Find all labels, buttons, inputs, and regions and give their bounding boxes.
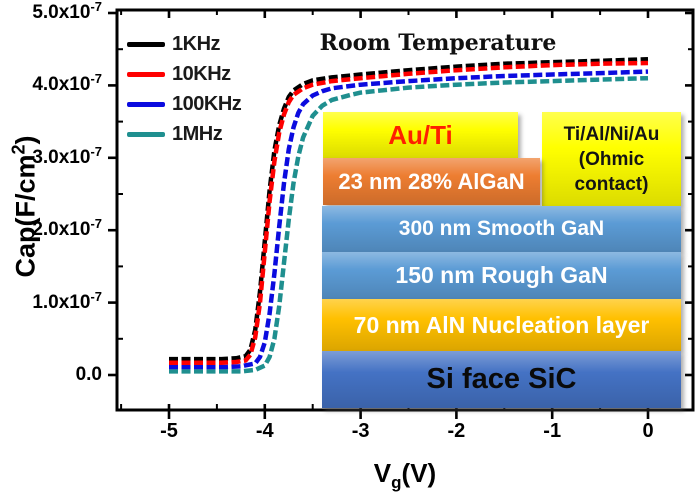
legend-swatch-100khz	[127, 101, 165, 107]
axes-frame	[115, 8, 695, 412]
inset-layer-smooth-gan: 300 nm Smooth GaN	[322, 206, 681, 252]
curve-1mhz	[169, 75, 649, 374]
x-tick-label--2: -2	[447, 420, 466, 442]
inset-layer-sic-substrate: Si face SiC	[322, 351, 681, 408]
y-tick-label-4: 4.0x10-7	[32, 71, 102, 96]
y-tick-label-5: 5.0x10-7	[32, 0, 102, 23]
inset-layer-ohmic-label: Ti/Al/Ni/Au (Ohmic contact)	[563, 123, 660, 195]
x-axis-title-subscript: g	[391, 473, 402, 493]
y-tick-label-3: 3.0x10-7	[32, 143, 102, 168]
legend-swatch-1mhz	[127, 131, 165, 137]
y-axis-title-close: )	[10, 135, 41, 145]
legend-swatch-1khz	[127, 41, 165, 47]
legend-item-1khz: 1KHz	[127, 29, 241, 59]
x-tick-label-0: 0	[642, 420, 654, 442]
y-tick-label-1: 1.0x10-7	[32, 288, 102, 313]
legend-item-10khz: 10KHz	[127, 59, 241, 89]
x-axis-title-text: V	[373, 458, 392, 488]
inset-layer-rough-gan-label: 150 nm Rough GaN	[395, 262, 608, 288]
y-tick-label-2: 2.0x10-7	[32, 216, 102, 241]
inset-layer-sic-label: Si face SiC	[426, 363, 577, 395]
inset-layer-aln-nucleation: 70 nm AlN Nucleation layer	[322, 299, 681, 351]
legend-label: 1KHz	[172, 32, 221, 55]
inset-layer-algan: 23 nm 28% AlGaN	[323, 158, 540, 205]
x-axis-title-close: (V)	[401, 458, 437, 488]
chart-title: Room Temperature	[319, 30, 557, 56]
x-axis-title: Vg(V)	[305, 458, 505, 493]
y-axis-title-text: Cap(F/cm	[10, 154, 41, 278]
legend-label: 10KHz	[172, 62, 231, 85]
inset-layer-aln-label: 70 nm AlN Nucleation layer	[353, 311, 650, 338]
inset-layer-au-ti-gate: Au/Ti	[323, 112, 518, 158]
x-tick-label--1: -1	[543, 420, 562, 442]
curve-100khz	[169, 69, 649, 370]
legend-label: 1MHz	[172, 122, 223, 145]
inset-layer-smooth-gan-label: 300 nm Smooth GaN	[398, 217, 605, 240]
inset-layer-ohmic-contact: Ti/Al/Ni/Au (Ohmic contact)	[542, 112, 681, 206]
inset-layer-rough-gan: 150 nm Rough GaN	[322, 252, 681, 299]
legend-item-1mhz: 1MHz	[127, 119, 241, 149]
curve-10khz	[169, 60, 649, 365]
legend-label: 100KHz	[172, 92, 242, 115]
y-tick-label-0: 0.0	[75, 364, 102, 385]
curve-1khz	[169, 57, 649, 362]
legend: 1KHz 10KHz 100KHz 1MHz	[127, 29, 242, 149]
inset-layer-au-ti-label: Au/Ti	[388, 119, 453, 150]
legend-swatch-10khz	[127, 71, 165, 77]
inset-layer-algan-label: 23 nm 28% AlGaN	[338, 168, 525, 194]
x-tick-label--4: -4	[255, 420, 274, 442]
x-tick-label--3: -3	[351, 420, 370, 442]
legend-item-100khz: 100KHz	[127, 89, 242, 119]
x-tick-label--5: -5	[160, 420, 178, 442]
